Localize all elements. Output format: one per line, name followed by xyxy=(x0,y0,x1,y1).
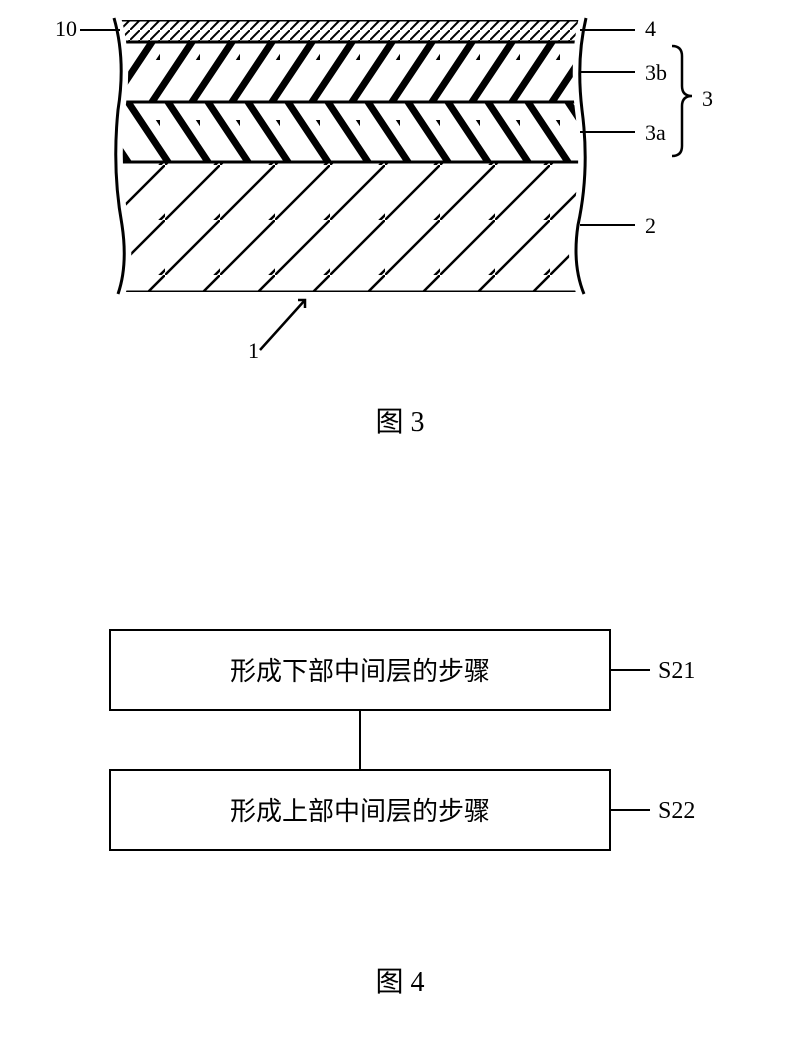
figure-3-diagram: 10 4 3b 3a 3 2 1 xyxy=(0,0,800,360)
label-3a: 3a xyxy=(645,120,666,145)
label-1: 1 xyxy=(248,338,259,360)
flow-box-step1-text: 形成下部中间层的步骤 xyxy=(230,657,490,686)
layer-3b xyxy=(120,42,580,102)
label-2: 2 xyxy=(645,213,656,238)
flow-box-step2-text: 形成上部中间层的步骤 xyxy=(230,797,490,826)
label-3: 3 xyxy=(702,86,713,111)
figure-3-caption: 图 3 xyxy=(0,400,800,440)
figure-4-diagram: 形成下部中间层的步骤 形成上部中间层的步骤 S21 S22 xyxy=(0,620,800,900)
layer-2 xyxy=(120,162,580,292)
label-3b: 3b xyxy=(645,60,667,85)
label-4: 4 xyxy=(645,16,656,41)
label-s21: S21 xyxy=(658,658,695,684)
figure-4-caption: 图 4 xyxy=(0,960,800,1000)
layer-4 xyxy=(120,20,580,42)
layer-3a xyxy=(120,102,580,162)
label-10: 10 xyxy=(55,16,77,41)
page: 10 4 3b 3a 3 2 1 图 3 形成下部中间层的步骤 形成上部中间层的… xyxy=(0,0,800,1047)
label-s22: S22 xyxy=(658,798,695,824)
